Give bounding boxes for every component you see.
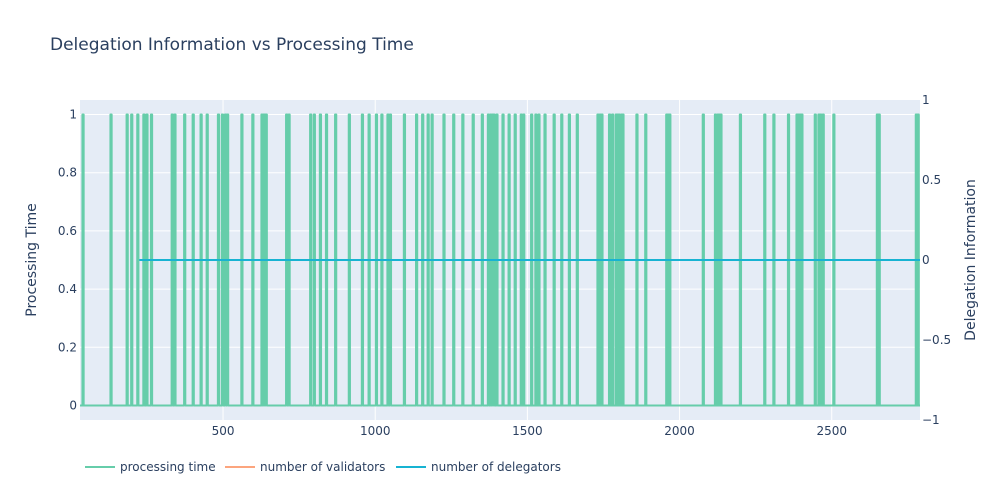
y-tick-label: 0.2 — [58, 340, 77, 354]
y2-tick-label: −0.5 — [922, 333, 951, 347]
legend-label: number of validators — [260, 460, 385, 474]
y-tick-label: 0 — [69, 398, 77, 412]
x-tick-label: 500 — [212, 424, 235, 438]
y2-tick-label: 1 — [922, 93, 930, 107]
y2-axis-title: Delegation Information — [963, 179, 979, 341]
y2-tick-label: −1 — [922, 413, 940, 427]
y-tick-label: 1 — [69, 108, 77, 122]
legend-label: number of delegators — [431, 460, 561, 474]
axis-layer: 500 1000 1500 2000 2500 0 0.2 0.4 0.6 0.8 1 1 0.5 0 −0… — [58, 93, 951, 438]
y2-tick-label: 0.5 — [922, 173, 941, 187]
chart-title: Delegation Information vs Processing Tim… — [50, 35, 414, 55]
x-tick-label: 2000 — [664, 424, 695, 438]
y-tick-label: 0.4 — [58, 282, 77, 296]
x-tick-label: 2500 — [816, 424, 847, 438]
y-tick-label: 0.8 — [58, 166, 77, 180]
x-tick-label: 1000 — [360, 424, 391, 438]
y2-tick-label: 0 — [922, 253, 930, 267]
x-tick-label: 1500 — [512, 424, 543, 438]
series-line-processing-time — [80, 113, 920, 407]
legend-label: processing time — [120, 460, 216, 474]
y-tick-label: 0.6 — [58, 224, 77, 238]
series-layer — [80, 113, 920, 407]
legend: processing time number of validators numbe… — [85, 460, 561, 474]
y-axis-title: Processing Time — [24, 203, 40, 316]
